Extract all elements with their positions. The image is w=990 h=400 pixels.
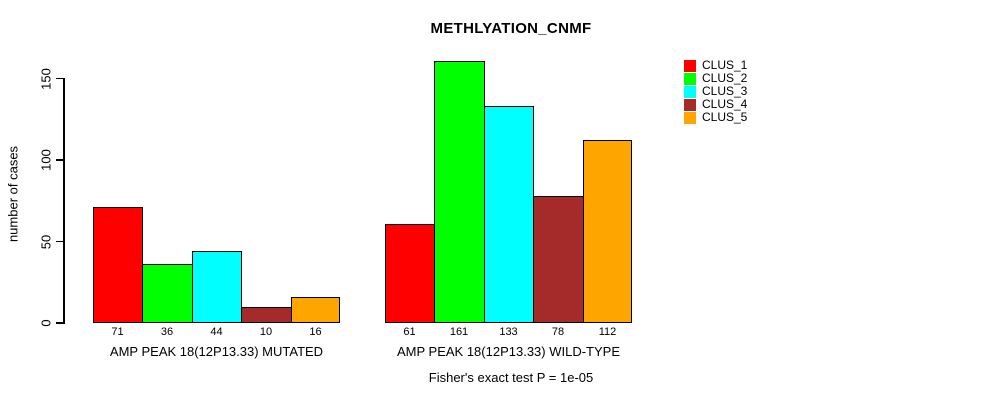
legend-swatch: [684, 85, 696, 98]
bar-clus_4: [241, 307, 292, 323]
legend-item-clus_2: CLUS_2: [684, 72, 747, 85]
legend: CLUS_1 CLUS_2 CLUS_3 CLUS_4 CLUS_5: [684, 59, 747, 124]
bar-clus_3: [192, 251, 242, 323]
legend-swatch: [684, 72, 696, 85]
bar-clus_5: [291, 297, 340, 323]
bar-clus_1: [385, 224, 435, 323]
legend-label: CLUS_1: [702, 58, 748, 72]
chart-title: METHLYATION_CNMF: [430, 20, 592, 37]
bar-value-label: 16: [309, 326, 322, 338]
bar-value-label: 71: [111, 326, 124, 338]
bar-value-label: 36: [160, 326, 174, 338]
y-axis-tick: [56, 240, 64, 243]
legend-item-clus_1: CLUS_1: [684, 59, 747, 72]
legend-label: CLUS_2: [702, 71, 748, 85]
bar-clus_3: [484, 106, 534, 323]
legend-item-clus_5: CLUS_5: [684, 111, 747, 124]
bar-value-label: 78: [551, 326, 565, 338]
bar-value-label: 44: [210, 326, 223, 338]
legend-label: CLUS_3: [702, 84, 748, 98]
bar-value-label: 161: [449, 326, 469, 338]
y-axis-line: [63, 78, 65, 324]
legend-swatch: [684, 111, 696, 124]
y-axis-tick: [56, 77, 64, 80]
bar-clus_1: [93, 207, 143, 323]
legend-label: CLUS_4: [702, 97, 748, 111]
category-label: AMP PEAK 18(12P13.33) WILD-TYPE: [396, 344, 621, 359]
bar-value-label: 112: [598, 326, 617, 338]
y-axis-tick-label: 150: [38, 67, 54, 90]
fisher-exact-test-annotation: Fisher's exact test P = 1e-05: [428, 370, 594, 385]
y-axis-tick: [56, 159, 64, 161]
legend-swatch: [684, 98, 696, 111]
bar-clus_5: [583, 140, 632, 323]
bar-clus_2: [434, 61, 485, 323]
y-axis-tick-label: 100: [38, 149, 54, 171]
bar-value-label: 61: [403, 326, 416, 338]
legend-item-clus_3: CLUS_3: [684, 85, 747, 98]
legend-label: CLUS_5: [702, 110, 748, 124]
y-axis-tick-label: 50: [38, 234, 54, 249]
legend-swatch: [684, 59, 696, 72]
bar-value-label: 133: [499, 326, 518, 338]
bar-value-label: 10: [259, 326, 273, 338]
category-label: AMP PEAK 18(12P13.33) MUTATED: [109, 344, 324, 359]
bar-clus_4: [533, 196, 584, 323]
legend-item-clus_4: CLUS_4: [684, 98, 747, 111]
bar-clus_2: [142, 264, 193, 323]
y-axis-title: number of cases: [5, 145, 21, 243]
y-axis-tick: [56, 322, 64, 324]
y-axis-tick-label: 0: [38, 319, 54, 327]
